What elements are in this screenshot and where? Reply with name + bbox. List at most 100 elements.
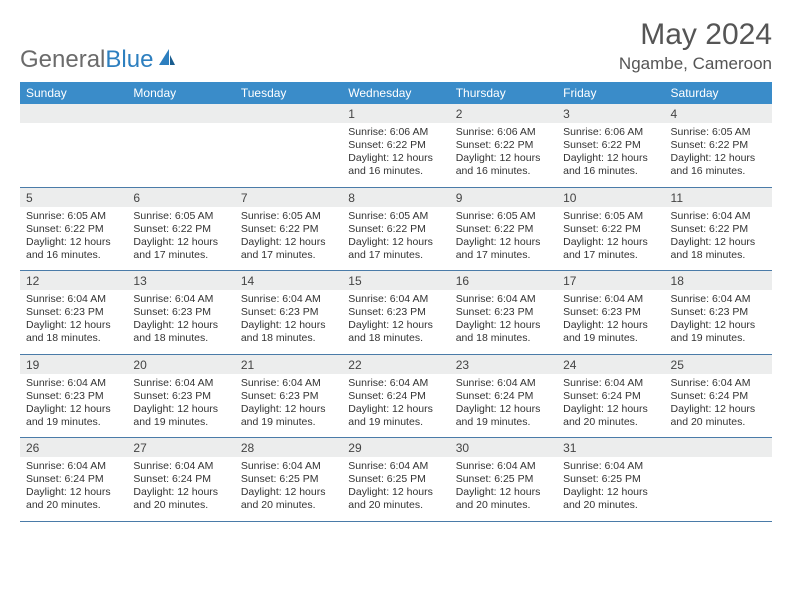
- calendar-day: 5Sunrise: 6:05 AMSunset: 6:22 PMDaylight…: [20, 187, 127, 271]
- sunset-text: Sunset: 6:23 PM: [133, 306, 228, 319]
- day-number: 5: [20, 188, 127, 207]
- sunrise-text: Sunrise: 6:04 AM: [456, 460, 551, 473]
- day-content: Sunrise: 6:04 AMSunset: 6:23 PMDaylight:…: [557, 290, 664, 354]
- sunset-text: Sunset: 6:23 PM: [133, 390, 228, 403]
- day-number: 1: [342, 104, 449, 123]
- day-content: Sunrise: 6:05 AMSunset: 6:22 PMDaylight:…: [235, 207, 342, 271]
- day-number: 9: [450, 188, 557, 207]
- calendar-day: 9Sunrise: 6:05 AMSunset: 6:22 PMDaylight…: [450, 187, 557, 271]
- sunrise-text: Sunrise: 6:04 AM: [671, 210, 766, 223]
- sunrise-text: Sunrise: 6:04 AM: [456, 377, 551, 390]
- daylight-text: Daylight: 12 hours and 20 minutes.: [133, 486, 228, 512]
- daylight-text: Daylight: 12 hours and 18 minutes.: [241, 319, 336, 345]
- day-content: Sunrise: 6:04 AMSunset: 6:23 PMDaylight:…: [235, 374, 342, 438]
- logo-text-2: Blue: [105, 46, 153, 74]
- calendar-day: 28Sunrise: 6:04 AMSunset: 6:25 PMDayligh…: [235, 438, 342, 522]
- daylight-text: Daylight: 12 hours and 18 minutes.: [26, 319, 121, 345]
- calendar-day: [127, 104, 234, 187]
- day-content: [235, 123, 342, 183]
- day-content: Sunrise: 6:04 AMSunset: 6:23 PMDaylight:…: [127, 374, 234, 438]
- day-content: Sunrise: 6:04 AMSunset: 6:23 PMDaylight:…: [235, 290, 342, 354]
- calendar-week: 12Sunrise: 6:04 AMSunset: 6:23 PMDayligh…: [20, 271, 772, 355]
- day-content: Sunrise: 6:04 AMSunset: 6:23 PMDaylight:…: [20, 290, 127, 354]
- day-number: 28: [235, 438, 342, 457]
- calendar-day: 1Sunrise: 6:06 AMSunset: 6:22 PMDaylight…: [342, 104, 449, 187]
- calendar-day: [665, 438, 772, 522]
- calendar-week: 19Sunrise: 6:04 AMSunset: 6:23 PMDayligh…: [20, 354, 772, 438]
- day-content: [20, 123, 127, 183]
- daylight-text: Daylight: 12 hours and 20 minutes.: [348, 486, 443, 512]
- sunrise-text: Sunrise: 6:04 AM: [563, 293, 658, 306]
- sunset-text: Sunset: 6:22 PM: [348, 139, 443, 152]
- calendar-day: 21Sunrise: 6:04 AMSunset: 6:23 PMDayligh…: [235, 354, 342, 438]
- daylight-text: Daylight: 12 hours and 17 minutes.: [563, 236, 658, 262]
- calendar-day: 7Sunrise: 6:05 AMSunset: 6:22 PMDaylight…: [235, 187, 342, 271]
- sunset-text: Sunset: 6:22 PM: [348, 223, 443, 236]
- calendar-day: 14Sunrise: 6:04 AMSunset: 6:23 PMDayligh…: [235, 271, 342, 355]
- sunset-text: Sunset: 6:23 PM: [26, 390, 121, 403]
- day-content: Sunrise: 6:05 AMSunset: 6:22 PMDaylight:…: [557, 207, 664, 271]
- location: Ngambe, Cameroon: [619, 54, 772, 74]
- daylight-text: Daylight: 12 hours and 17 minutes.: [133, 236, 228, 262]
- sunset-text: Sunset: 6:25 PM: [241, 473, 336, 486]
- sunrise-text: Sunrise: 6:04 AM: [241, 460, 336, 473]
- calendar-day: 17Sunrise: 6:04 AMSunset: 6:23 PMDayligh…: [557, 271, 664, 355]
- logo-text-1: General: [20, 46, 105, 74]
- day-content: Sunrise: 6:04 AMSunset: 6:24 PMDaylight:…: [450, 374, 557, 438]
- day-number: [20, 104, 127, 123]
- daylight-text: Daylight: 12 hours and 18 minutes.: [456, 319, 551, 345]
- day-content: Sunrise: 6:05 AMSunset: 6:22 PMDaylight:…: [450, 207, 557, 271]
- day-number: 17: [557, 271, 664, 290]
- daylight-text: Daylight: 12 hours and 19 minutes.: [133, 403, 228, 429]
- daylight-text: Daylight: 12 hours and 19 minutes.: [456, 403, 551, 429]
- daylight-text: Daylight: 12 hours and 19 minutes.: [26, 403, 121, 429]
- sunset-text: Sunset: 6:24 PM: [456, 390, 551, 403]
- daylight-text: Daylight: 12 hours and 17 minutes.: [241, 236, 336, 262]
- calendar-day: 15Sunrise: 6:04 AMSunset: 6:23 PMDayligh…: [342, 271, 449, 355]
- calendar-day: 31Sunrise: 6:04 AMSunset: 6:25 PMDayligh…: [557, 438, 664, 522]
- day-content: Sunrise: 6:04 AMSunset: 6:24 PMDaylight:…: [127, 457, 234, 521]
- sunrise-text: Sunrise: 6:05 AM: [563, 210, 658, 223]
- sunrise-text: Sunrise: 6:05 AM: [456, 210, 551, 223]
- daylight-text: Daylight: 12 hours and 20 minutes.: [563, 486, 658, 512]
- calendar-week: 1Sunrise: 6:06 AMSunset: 6:22 PMDaylight…: [20, 104, 772, 187]
- sunrise-text: Sunrise: 6:04 AM: [26, 460, 121, 473]
- day-content: Sunrise: 6:04 AMSunset: 6:23 PMDaylight:…: [450, 290, 557, 354]
- day-number: 25: [665, 355, 772, 374]
- day-number: [127, 104, 234, 123]
- daylight-text: Daylight: 12 hours and 16 minutes.: [348, 152, 443, 178]
- day-content: Sunrise: 6:06 AMSunset: 6:22 PMDaylight:…: [450, 123, 557, 187]
- sunset-text: Sunset: 6:24 PM: [348, 390, 443, 403]
- sunset-text: Sunset: 6:22 PM: [671, 139, 766, 152]
- day-header: Sunday: [20, 82, 127, 104]
- day-header: Friday: [557, 82, 664, 104]
- day-number: 18: [665, 271, 772, 290]
- day-header: Monday: [127, 82, 234, 104]
- calendar-day: 13Sunrise: 6:04 AMSunset: 6:23 PMDayligh…: [127, 271, 234, 355]
- sunrise-text: Sunrise: 6:04 AM: [671, 293, 766, 306]
- sunset-text: Sunset: 6:23 PM: [456, 306, 551, 319]
- daylight-text: Daylight: 12 hours and 20 minutes.: [26, 486, 121, 512]
- sunrise-text: Sunrise: 6:04 AM: [133, 377, 228, 390]
- day-number: 31: [557, 438, 664, 457]
- calendar-week: 26Sunrise: 6:04 AMSunset: 6:24 PMDayligh…: [20, 438, 772, 522]
- day-content: Sunrise: 6:04 AMSunset: 6:22 PMDaylight:…: [665, 207, 772, 271]
- day-number: 19: [20, 355, 127, 374]
- daylight-text: Daylight: 12 hours and 19 minutes.: [241, 403, 336, 429]
- sunset-text: Sunset: 6:25 PM: [563, 473, 658, 486]
- day-content: Sunrise: 6:05 AMSunset: 6:22 PMDaylight:…: [20, 207, 127, 271]
- sunrise-text: Sunrise: 6:05 AM: [348, 210, 443, 223]
- calendar-day: 2Sunrise: 6:06 AMSunset: 6:22 PMDaylight…: [450, 104, 557, 187]
- day-number: 6: [127, 188, 234, 207]
- day-content: Sunrise: 6:04 AMSunset: 6:25 PMDaylight:…: [235, 457, 342, 521]
- sunrise-text: Sunrise: 6:05 AM: [26, 210, 121, 223]
- calendar-day: 24Sunrise: 6:04 AMSunset: 6:24 PMDayligh…: [557, 354, 664, 438]
- day-number: 7: [235, 188, 342, 207]
- daylight-text: Daylight: 12 hours and 20 minutes.: [456, 486, 551, 512]
- page-header: GeneralBlue May 2024 Ngambe, Cameroon: [20, 18, 772, 74]
- sunrise-text: Sunrise: 6:04 AM: [241, 293, 336, 306]
- sunset-text: Sunset: 6:22 PM: [671, 223, 766, 236]
- day-number: 29: [342, 438, 449, 457]
- sunset-text: Sunset: 6:23 PM: [348, 306, 443, 319]
- sunrise-text: Sunrise: 6:05 AM: [133, 210, 228, 223]
